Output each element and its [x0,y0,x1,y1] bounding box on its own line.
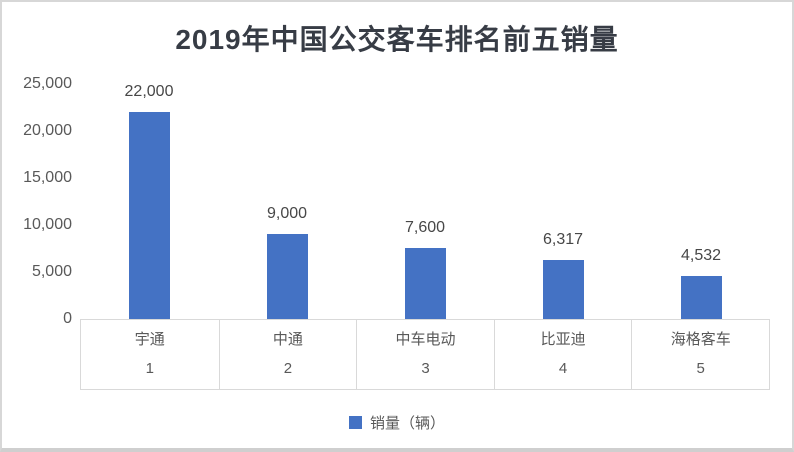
bar-value-label: 4,532 [680,247,722,264]
category-rank: 5 [696,360,705,377]
bar-value-label: 6,317 [542,231,584,248]
category-rank: 1 [145,360,154,377]
category-cell: 中通 2 [218,320,357,389]
category-cell: 宇通 1 [81,320,219,389]
y-tick-label: 10,000 [23,216,72,233]
legend: 销量（辆） [2,412,792,433]
bar-中通 [266,234,308,319]
chart-title: 2019年中国公交客车排名前五销量 [175,24,619,55]
y-tick-label: 25,000 [23,75,72,92]
bar-海格客车 [680,276,722,319]
bar-比亚迪 [542,260,584,319]
category-cell: 海格客车 5 [631,320,769,389]
category-name: 中通 [272,331,303,348]
bar-value-label: 22,000 [124,83,174,100]
bar-中车电动 [404,248,446,319]
y-tick-label: 0 [63,310,72,327]
category-rank: 2 [283,360,293,377]
category-rank: 4 [558,360,568,377]
y-tick-label: 20,000 [23,122,72,139]
category-name: 宇通 [134,331,165,348]
x-axis-category-table: 宇通 1 中通 2 中车电动 3 比亚迪 4 海格客车 5 [80,319,770,390]
category-cell: 比亚迪 4 [493,320,632,389]
y-tick-label: 5,000 [31,263,72,280]
category-rank: 3 [421,360,430,377]
bar-宇通 [128,112,170,319]
legend-swatch-icon [348,416,362,429]
category-name: 海格客车 [670,331,731,348]
legend-label: 销量（辆） [369,415,445,432]
category-name: 比亚迪 [540,331,586,348]
bar-value-label: 7,600 [404,219,446,236]
bar-value-label: 9,000 [266,205,308,222]
y-tick-label: 15,000 [23,169,72,186]
category-name: 中车电动 [395,331,456,348]
category-cell: 中车电动 3 [356,320,494,389]
